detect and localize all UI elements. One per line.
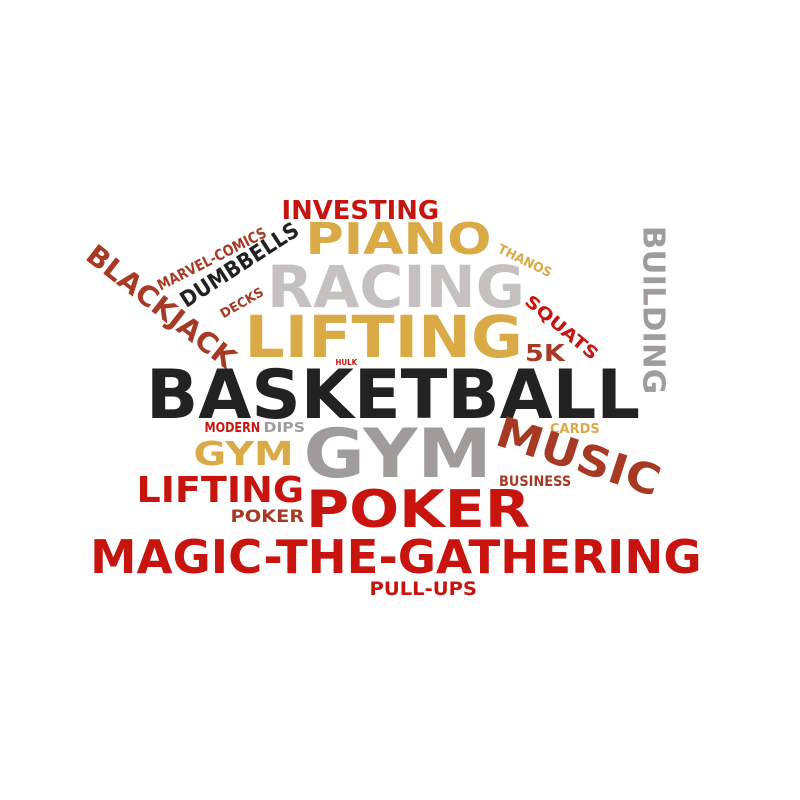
word-cards: CARDS [550,421,600,437]
word-piano: PIANO [304,214,491,265]
word-magic-the-gathering: MAGIC-THE-GATHERING [90,530,702,584]
word-hulk: HULK [334,358,357,367]
word-modern: MODERN [203,420,260,436]
word-dips: DIPS [263,420,305,436]
word-racing: RACING [267,253,525,321]
word-pull-ups: PULL-UPS [368,577,477,600]
word-building: BUILDING [635,225,671,395]
word-investing: INVESTING [280,196,439,226]
word-lifting-red: LIFTING [135,470,304,511]
word-gym-small: GYM [192,433,294,473]
word-gym-large: GYM [303,415,492,494]
word-5k: 5K [525,340,565,367]
word-lifting-large: LIFTING [244,303,523,371]
word-business: BUSINESS [499,474,572,490]
word-basketball: BASKETBALL [146,356,641,435]
word-poker-large: POKER [306,480,531,540]
word-poker-small: POKER [230,506,304,527]
